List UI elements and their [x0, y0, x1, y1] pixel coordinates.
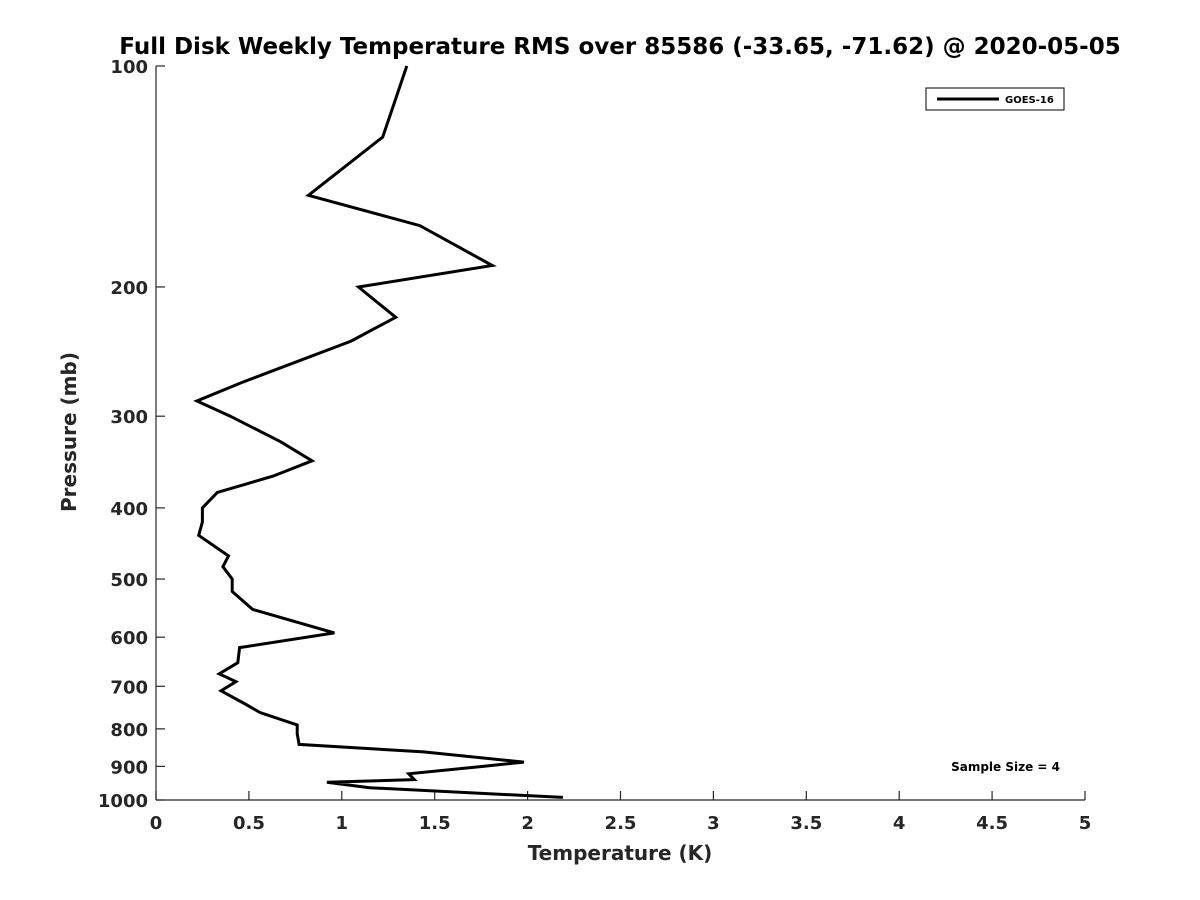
x-axis-ticks: 0 0.5 1 1.5 2 2.5 3 3.5 4 4.5 5 — [150, 791, 1092, 834]
y-axis-ticks: 100 200 300 400 500 600 700 800 900 1000 — [98, 57, 165, 812]
legend-entry-label: GOES-16 — [1005, 95, 1054, 106]
x-tick-label: 3 — [707, 813, 720, 834]
x-tick-label: 0 — [150, 813, 163, 834]
chart-title: Full Disk Weekly Temperature RMS over 85… — [119, 34, 1121, 60]
series-line-goes-16 — [193, 65, 563, 799]
x-tick-label: 4.5 — [976, 813, 1008, 834]
series-layer — [193, 65, 563, 799]
y-tick-label: 600 — [110, 628, 148, 649]
y-tick-label: 100 — [110, 57, 148, 78]
x-tick-label: 5 — [1079, 813, 1092, 834]
x-tick-label: 3.5 — [790, 813, 822, 834]
y-tick-label: 400 — [110, 499, 148, 520]
y-tick-label: 500 — [110, 570, 148, 591]
y-tick-label: 900 — [110, 757, 148, 778]
x-tick-label: 0.5 — [233, 813, 265, 834]
y-tick-label: 700 — [110, 677, 148, 698]
x-tick-label: 2 — [521, 813, 534, 834]
x-tick-label: 2.5 — [605, 813, 637, 834]
x-tick-label: 1 — [336, 813, 349, 834]
x-axis-label: Temperature (K) — [528, 841, 713, 865]
y-tick-label: 800 — [110, 720, 148, 741]
y-tick-label: 300 — [110, 407, 148, 428]
y-tick-label: 200 — [110, 278, 148, 299]
y-axis-label: Pressure (mb) — [57, 352, 81, 512]
sample-size-annotation: Sample Size = 4 — [951, 760, 1060, 774]
x-tick-label: 1.5 — [419, 813, 451, 834]
x-tick-label: 4 — [893, 813, 906, 834]
legend: GOES-16 — [925, 87, 1065, 111]
y-tick-label: 1000 — [98, 791, 148, 812]
